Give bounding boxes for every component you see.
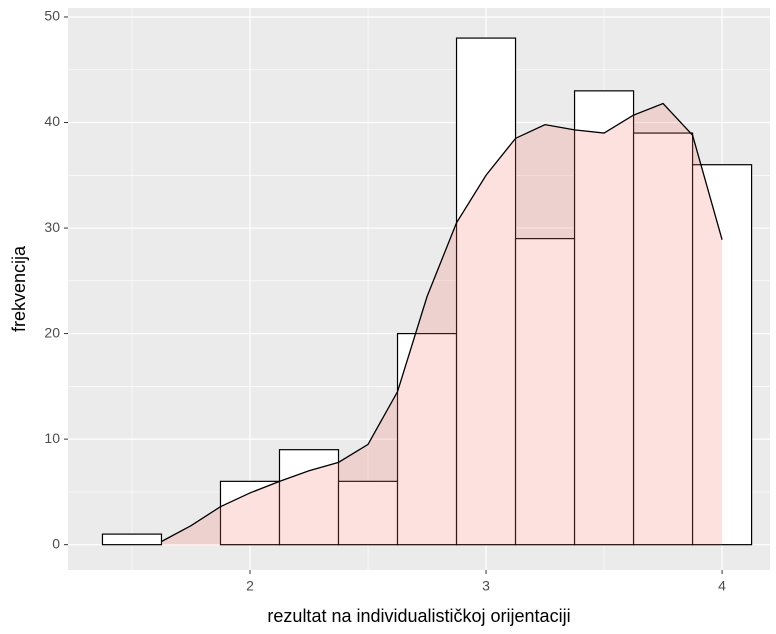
bar — [101, 533, 163, 546]
x-tick-label: 2 — [246, 578, 254, 594]
y-tick-label: 0 — [52, 535, 60, 551]
y-tick-label: 40 — [44, 113, 60, 129]
y-tick-label: 50 — [44, 8, 60, 24]
x-tick-label: 3 — [482, 578, 490, 594]
y-tick-label: 10 — [44, 430, 60, 446]
bar — [514, 238, 576, 546]
y-tick-label: 20 — [44, 324, 60, 340]
bar — [691, 164, 753, 546]
density-line — [161, 102, 723, 543]
bar — [632, 132, 694, 546]
density-area — [161, 103, 723, 545]
x-tick-label: 4 — [718, 578, 726, 594]
y-tick-label: 30 — [44, 219, 60, 235]
bar — [337, 480, 399, 546]
bar — [219, 480, 281, 546]
y-axis-title: frekvencija — [9, 245, 29, 332]
x-axis-title: rezultat na individualističkoj orijentac… — [267, 606, 570, 626]
bar — [455, 37, 517, 546]
